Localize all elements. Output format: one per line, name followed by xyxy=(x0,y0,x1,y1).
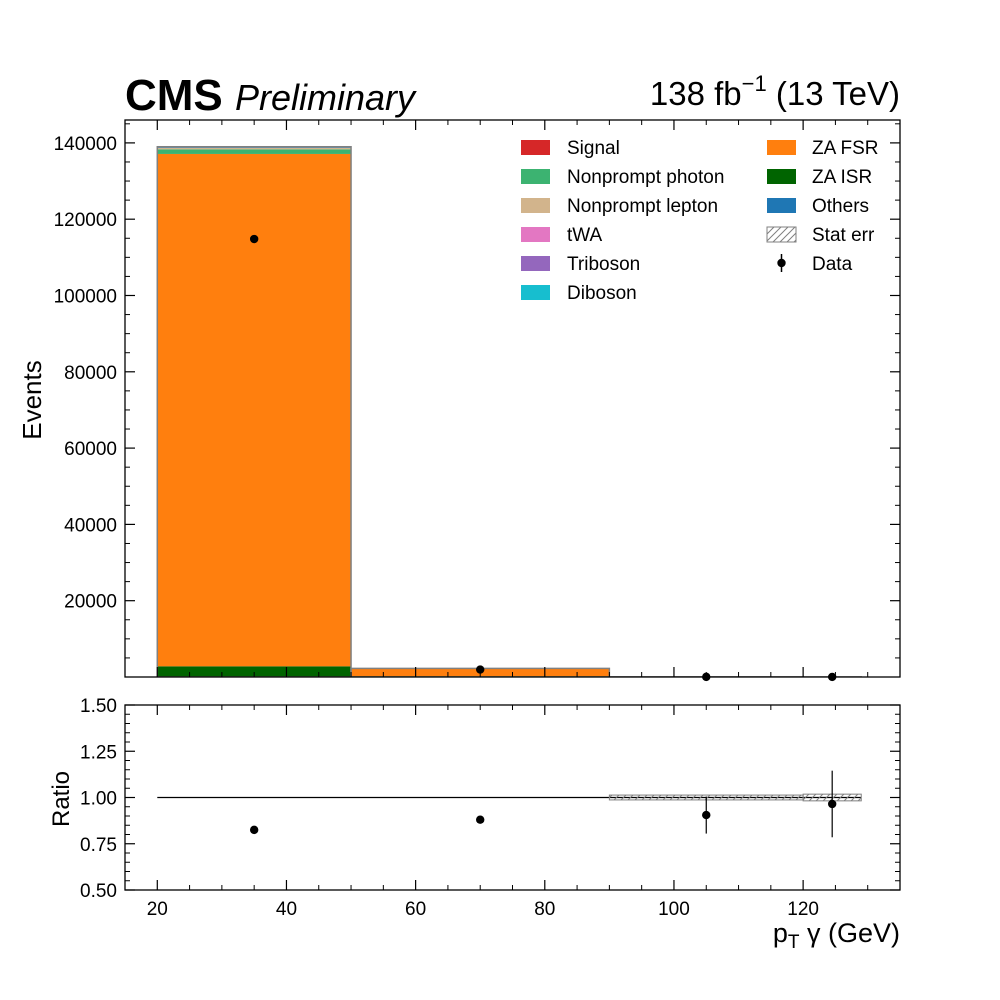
ratio-y-tick-label: 1.00 xyxy=(80,789,117,810)
legend-label-others: Others xyxy=(812,196,869,217)
x-tick-label: 60 xyxy=(405,899,426,920)
y-tick-label: 20000 xyxy=(64,592,117,613)
y-axis-label-events: Events xyxy=(17,360,47,440)
legend-label-twa: tWA xyxy=(567,225,603,246)
legend-swatch-za-isr xyxy=(767,169,796,184)
x-tick-label: 120 xyxy=(787,899,819,920)
y-tick-label: 60000 xyxy=(64,439,117,460)
ratio-y-tick-label: 0.75 xyxy=(80,835,117,856)
x-tick-label: 40 xyxy=(276,899,297,920)
lumi-energy: (13 TeV) xyxy=(767,75,900,112)
upper-axes: 20000 40000 60000 80000 100000 120000 140000 xyxy=(54,120,901,677)
y-tick-label: 100000 xyxy=(54,286,117,307)
preliminary-label: Preliminary xyxy=(235,77,417,118)
bar-nonprompt-lepton-bin0 xyxy=(157,147,352,150)
ratio-y-tick-label: 0.50 xyxy=(80,881,117,902)
ratio-point xyxy=(827,799,837,809)
ratio-y-tick-label: 1.25 xyxy=(80,742,117,763)
data-point xyxy=(476,665,485,674)
legend-swatch-triboson xyxy=(521,256,550,271)
legend-swatch-signal xyxy=(521,140,550,155)
legend-swatch-stat-err xyxy=(766,226,797,243)
legend-swatch-others xyxy=(767,198,796,213)
lumi-label: 138 fb−1 (13 TeV) xyxy=(650,71,900,112)
ratio-point xyxy=(249,825,259,835)
ratio-axes: 20 40 60 80 100 120 0.50 0.75 1.00 1.25 1.50 xyxy=(80,696,901,920)
lumi-exponent: −1 xyxy=(742,71,767,96)
stack-bars xyxy=(156,145,862,677)
legend-swatch-diboson xyxy=(521,285,550,300)
y-tick-label: 120000 xyxy=(54,210,117,231)
bar-za-isr-bin0 xyxy=(157,666,352,677)
ratio-plot xyxy=(157,770,862,838)
data-points xyxy=(249,234,837,682)
ratio-point xyxy=(702,810,711,820)
legend: Signal Nonprompt photon Nonprompt lepton tW… xyxy=(521,138,879,304)
bar-nonprompt-photon-bin0 xyxy=(157,149,352,154)
cms-label: CMS xyxy=(125,71,223,120)
x-axis-label-sub: T xyxy=(788,932,800,953)
y-tick-label: 80000 xyxy=(64,363,117,384)
x-axis-label: pT γ (GeV) xyxy=(773,918,900,953)
legend-label-diboson: Diboson xyxy=(567,283,637,304)
legend-label-za-isr: ZA ISR xyxy=(812,167,872,188)
lumi-value: 138 fb xyxy=(650,75,742,112)
legend-label-nonprompt-lepton: Nonprompt lepton xyxy=(567,196,718,217)
legend-marker-data xyxy=(777,258,786,268)
legend-swatch-twa xyxy=(521,227,550,242)
legend-swatch-nonprompt-photon xyxy=(521,169,550,184)
legend-label-triboson: Triboson xyxy=(567,254,640,275)
legend-label-za-fsr: ZA FSR xyxy=(812,138,879,159)
x-tick-label: 80 xyxy=(534,899,555,920)
data-point xyxy=(249,234,259,244)
legend-label-data: Data xyxy=(812,254,853,275)
y-tick-label: 40000 xyxy=(64,515,117,536)
ratio-point xyxy=(476,815,485,824)
legend-swatch-nonprompt-lepton xyxy=(521,198,550,213)
y-axis-label-ratio: Ratio xyxy=(48,771,75,827)
x-tick-label: 100 xyxy=(658,899,690,920)
x-tick-label: 20 xyxy=(147,899,168,920)
legend-swatch-za-fsr xyxy=(767,140,796,155)
y-tick-label: 140000 xyxy=(54,134,117,155)
x-axis-label-p: p xyxy=(773,918,788,948)
legend-label-nonprompt-photon: Nonprompt photon xyxy=(567,167,724,188)
x-axis-label-rest: γ (GeV) xyxy=(799,918,900,948)
bar-za-fsr-bin0 xyxy=(157,153,352,667)
ratio-y-tick-label: 1.50 xyxy=(80,696,117,717)
legend-label-stat-err: Stat err xyxy=(812,225,875,246)
bar-others-bin0 xyxy=(157,147,352,148)
legend-label-signal: Signal xyxy=(567,138,620,159)
